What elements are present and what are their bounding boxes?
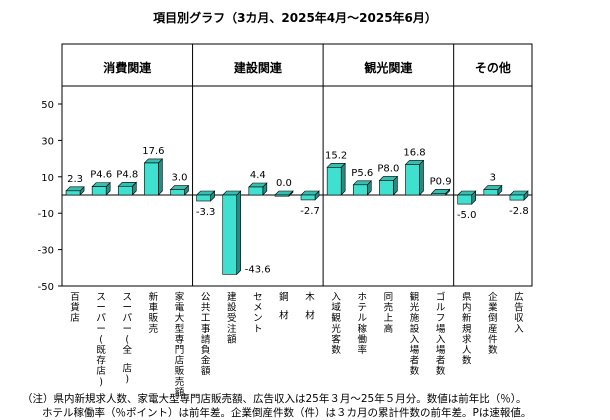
data-label: -3.3 — [196, 207, 216, 218]
footnote-line-2: ホテル稼働率（％ポイント）は前年差。企業倒産件数（件）は３カ月の累計件数の前年差… — [42, 407, 532, 419]
data-label: P4.6 — [90, 170, 112, 181]
category-label: 鋼 材 — [279, 291, 289, 322]
data-label: -2.7 — [300, 206, 320, 217]
bar — [326, 167, 342, 196]
bar — [65, 190, 81, 196]
data-label: P4.8 — [116, 169, 138, 180]
data-label: 17.6 — [142, 146, 164, 157]
bar-side — [419, 159, 424, 196]
category-label: 百貨店 — [70, 292, 80, 324]
category-label: スーパー(全 店) — [123, 292, 133, 385]
y-tick-label: -30 — [38, 246, 54, 257]
bar — [222, 194, 238, 275]
category-label: 新車販売 — [149, 291, 159, 335]
y-tick-label: 30 — [41, 136, 54, 147]
bar — [509, 194, 525, 201]
data-label: 3 — [490, 173, 496, 184]
bar — [170, 189, 185, 196]
category-label: 企業倒産件数 — [488, 291, 498, 356]
category-label: 県内新規求人数 — [462, 292, 472, 367]
data-label: 3.0 — [172, 173, 188, 184]
bar-side — [158, 158, 163, 196]
category-label: 入域観光客数 — [331, 292, 341, 356]
category-label: 広告収入 — [514, 291, 524, 335]
bar-side — [340, 162, 346, 196]
chart-title: 項目別グラフ（3カ月、2025年4月～2025年6月） — [153, 10, 437, 25]
data-label: -43.6 — [245, 264, 271, 275]
bar — [483, 189, 499, 196]
data-label: P0.9 — [430, 176, 452, 187]
data-label: P5.6 — [351, 168, 373, 179]
bar — [431, 193, 446, 196]
group-label: 消費関連 — [103, 60, 152, 75]
footnote-line-1: （注）県内新規求人数、家電大型専門店販売額、広告収入は25年３月～25年５月分。… — [22, 393, 527, 405]
category-label: スーパー(既存店) — [96, 292, 106, 388]
bar — [274, 194, 290, 197]
data-label: 15.2 — [325, 150, 347, 161]
group-label: 観光関連 — [364, 60, 413, 75]
data-label: 16.8 — [403, 147, 425, 158]
category-label: ゴルフ場入場者数 — [436, 291, 446, 377]
y-tick-label: 10 — [41, 173, 54, 184]
category-label: 同売上高 — [384, 292, 394, 335]
group-label: 建設関連 — [233, 60, 283, 75]
bar — [300, 194, 316, 201]
plot-frame — [61, 43, 533, 287]
bar — [196, 194, 211, 202]
data-label: P8.0 — [377, 163, 399, 174]
bar-side — [236, 190, 242, 276]
y-tick-label: -50 — [38, 282, 54, 293]
category-label: 公共工事請負金額 — [201, 292, 211, 377]
category-label: セメント — [253, 292, 263, 335]
bar — [248, 186, 264, 196]
data-label: -2.8 — [509, 206, 529, 217]
data-label: 2.3 — [67, 174, 83, 185]
category-label: 家電大型専門店販売額 — [175, 291, 185, 398]
bar — [117, 185, 133, 196]
category-label: 建設受注額 — [227, 291, 237, 345]
bar — [405, 164, 420, 196]
bar — [352, 184, 368, 196]
data-label: -5.0 — [457, 210, 477, 221]
category-label: ホテル稼働率 — [358, 292, 368, 356]
y-tick-label: -10 — [38, 209, 54, 220]
data-label: 4.4 — [250, 170, 266, 181]
bar — [91, 186, 107, 196]
group-label: その他 — [475, 60, 511, 75]
category-label: 観光施設入場者数 — [410, 291, 420, 377]
bar — [379, 180, 394, 196]
data-label: 0.0 — [276, 178, 292, 189]
bar — [144, 162, 159, 196]
category-label: 木 材 — [305, 291, 315, 322]
bar — [457, 194, 473, 205]
y-tick-label: 50 — [41, 100, 54, 111]
